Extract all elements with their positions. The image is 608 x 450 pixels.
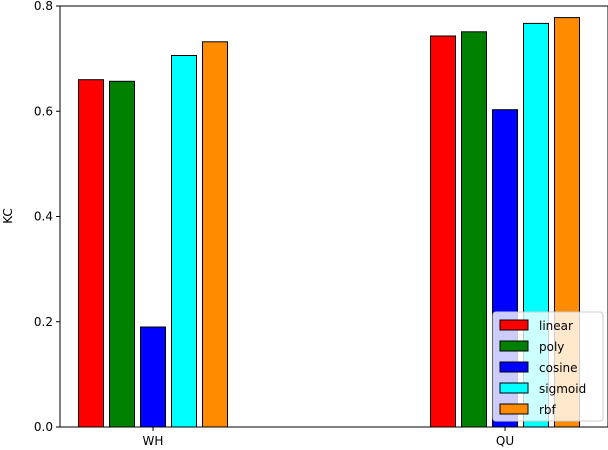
legend-swatch-rbf bbox=[499, 403, 529, 415]
legend-swatch-cosine bbox=[499, 361, 529, 373]
legend-box bbox=[492, 311, 604, 422]
bar-wh-rbf bbox=[202, 41, 228, 428]
bar-wh-sigmoid bbox=[171, 55, 197, 428]
legend-label-sigmoid: sigmoid bbox=[539, 382, 586, 396]
bar-qu-poly bbox=[461, 31, 487, 428]
legend-label-linear: linear bbox=[539, 319, 573, 333]
legend-label-cosine: cosine bbox=[539, 361, 578, 375]
plot-frame bbox=[59, 5, 608, 428]
y-axis-ticks: 0.0 0.2 0.4 0.6 0.8 bbox=[34, 0, 60, 434]
y-axis-label: KC bbox=[1, 208, 15, 224]
legend-swatch-linear bbox=[499, 319, 529, 331]
x-axis-ticks: WH QU bbox=[143, 427, 514, 448]
y-tick-label: 0.8 bbox=[34, 0, 53, 13]
y-tick-label: 0.6 bbox=[34, 104, 53, 118]
legend-label-poly: poly bbox=[539, 340, 564, 354]
y-tick-label: 0.2 bbox=[34, 315, 53, 329]
legend-swatch-sigmoid bbox=[499, 382, 529, 394]
bar-wh-poly bbox=[109, 80, 135, 428]
bar-wh-cosine bbox=[140, 326, 166, 428]
bar-qu-linear bbox=[430, 35, 456, 428]
legend-swatch-poly bbox=[499, 340, 529, 352]
x-tick-label-wh: WH bbox=[143, 434, 164, 448]
bar-wh-linear bbox=[78, 79, 104, 428]
y-tick-label: 0.4 bbox=[34, 210, 53, 224]
legend-label-rbf: rbf bbox=[539, 403, 557, 417]
x-tick-label-qu: QU bbox=[496, 434, 514, 448]
y-tick-label: 0.0 bbox=[34, 420, 53, 434]
legend: linear poly cosine sigmoid rbf bbox=[492, 311, 604, 422]
